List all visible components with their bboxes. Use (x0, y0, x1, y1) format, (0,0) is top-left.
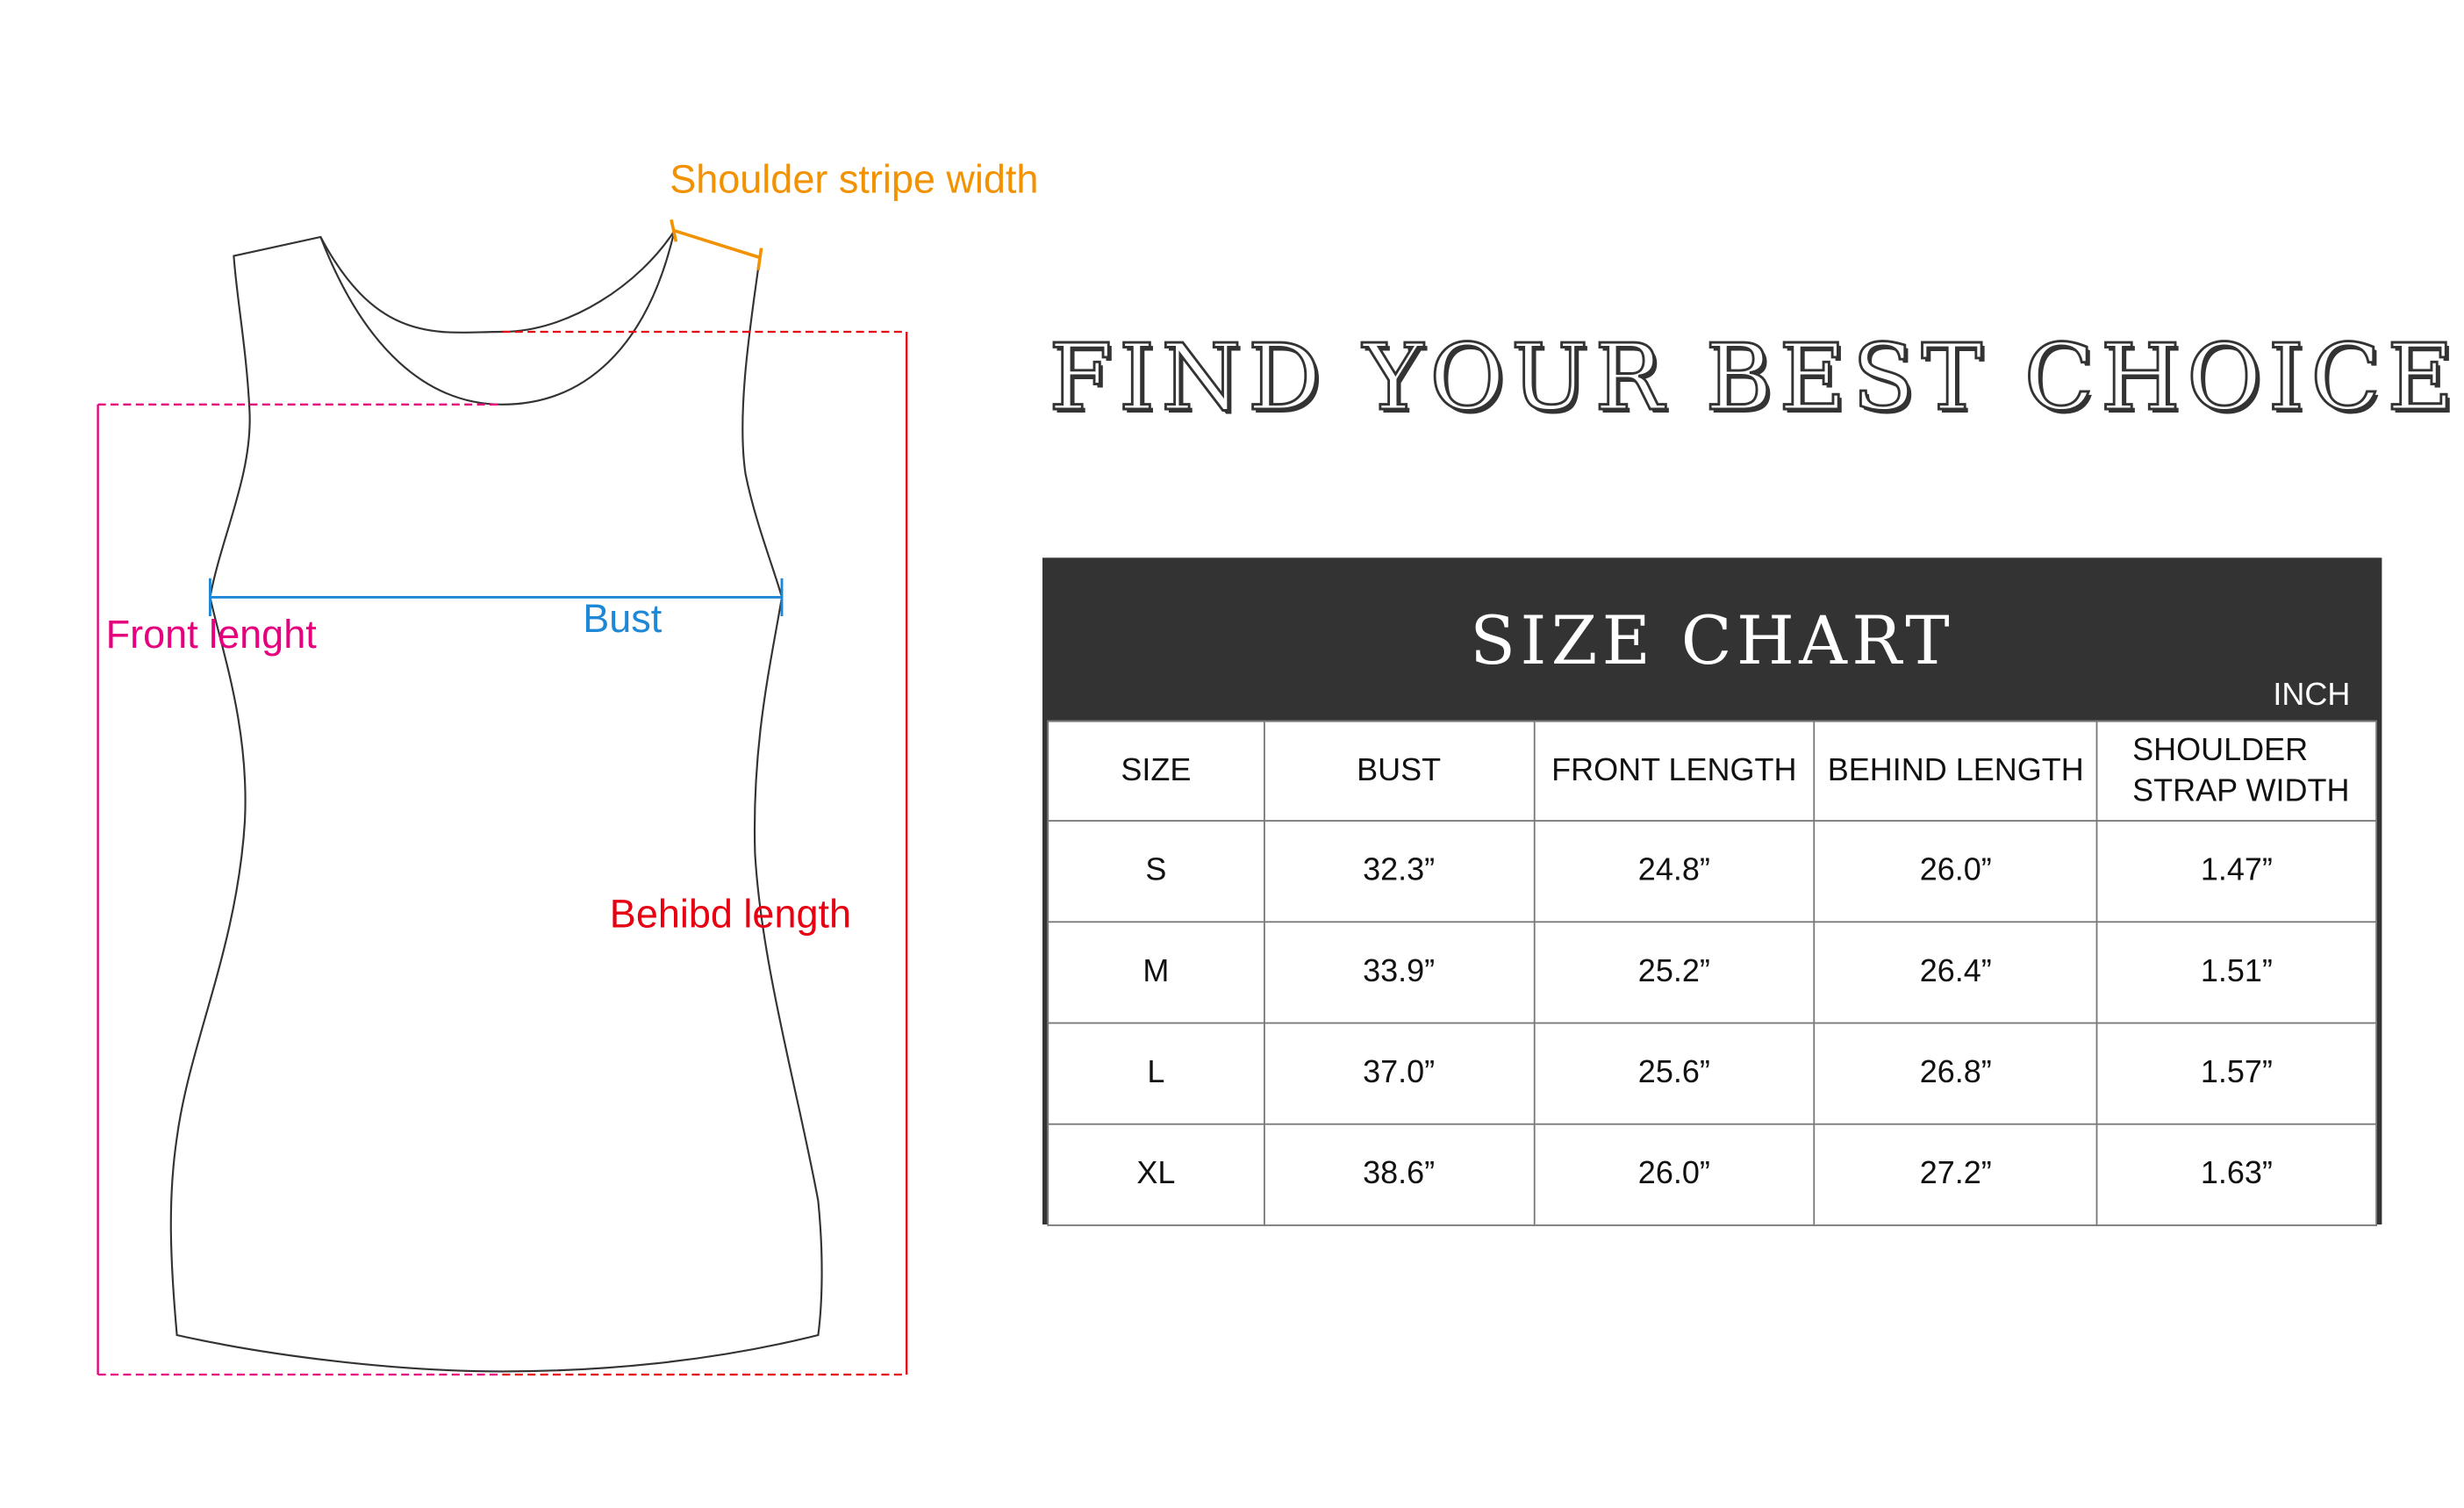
header-line: STRAP WIDTH (2132, 774, 2350, 809)
size-cell: XL (1047, 1123, 1265, 1226)
bust-marker (208, 578, 784, 616)
table-cell: 38.6” (1263, 1123, 1535, 1226)
unit-label: INCH (2273, 678, 2351, 713)
front-length-label: Front lenght (105, 613, 317, 657)
table-row: M 33.9” 25.2” 26.4” 1.51” (1047, 921, 2377, 1024)
header-line: SHOULDER (2132, 733, 2309, 768)
behind-length-marker (502, 330, 908, 1376)
table-row: XL 38.6” 26.0” 27.2” 1.63” (1047, 1123, 2377, 1226)
behind-length-label: Behibd length (609, 893, 852, 937)
column-header: BEHIND LENGTH (1813, 720, 2098, 822)
table-cell: 1.57” (2095, 1022, 2377, 1125)
shoulder-marker (670, 219, 763, 271)
size-cell: S (1047, 820, 1265, 923)
bust-label: Bust (583, 597, 663, 642)
table-cell: 1.63” (2095, 1123, 2377, 1226)
garment-outline (169, 229, 823, 1373)
table-cell: 26.4” (1813, 921, 2098, 1024)
table-cell: 37.0” (1263, 1022, 1535, 1125)
front-length-marker (97, 403, 503, 1376)
table-cell: 24.8” (1532, 820, 1816, 923)
table-row: S 32.3” 24.8” 26.0” 1.47” (1047, 820, 2377, 923)
table-cell: 26.8” (1813, 1022, 2098, 1125)
size-table: SIZE BUST FRONT LENGTH BEHIND LENGTH SHO… (1047, 720, 2377, 1226)
table-cell: 27.2” (1813, 1123, 2098, 1226)
size-chart-title: SIZE CHART (1470, 601, 1955, 679)
table-cell: 26.0” (1813, 820, 2098, 923)
table-cell: 25.6” (1532, 1022, 1816, 1125)
column-header: SHOULDER STRAP WIDTH (2095, 720, 2377, 822)
table-cell: 1.47” (2095, 820, 2377, 923)
column-header: SIZE (1047, 720, 1265, 822)
size-cell: M (1047, 921, 1265, 1024)
page-title: FIND YOUR BEST CHOICE (1048, 323, 2460, 433)
table-row: L 37.0” 25.6” 26.8” 1.57” (1047, 1022, 2377, 1125)
column-header: FRONT LENGTH (1532, 720, 1816, 822)
size-cell: L (1047, 1022, 1265, 1125)
size-chart: SIZE CHART INCH SIZE BUST FRONT LENGTH B… (1042, 557, 2382, 1226)
table-cell: 32.3” (1263, 820, 1535, 923)
table-cell: 25.2” (1532, 921, 1816, 1024)
shoulder-label: Shoulder stripe width (670, 158, 1039, 203)
table-header-row: SIZE BUST FRONT LENGTH BEHIND LENGTH SHO… (1047, 720, 2377, 822)
table-cell: 33.9” (1263, 921, 1535, 1024)
column-header: BUST (1263, 720, 1535, 822)
table-cell: 26.0” (1532, 1123, 1816, 1226)
table-cell: 1.51” (2095, 921, 2377, 1024)
front-neckline (319, 230, 676, 406)
